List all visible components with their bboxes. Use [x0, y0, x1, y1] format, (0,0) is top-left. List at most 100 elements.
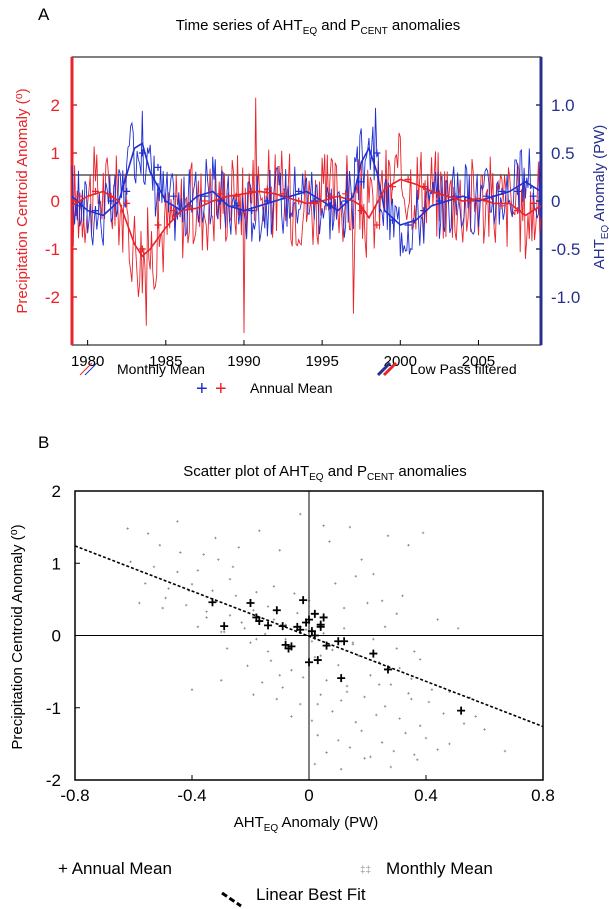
monthly-point	[190, 583, 194, 586]
monthly-point	[328, 540, 331, 543]
monthly-point	[331, 710, 334, 713]
annual-mean-markers	[76, 149, 537, 253]
y-tick-label: 2	[52, 482, 61, 501]
monthly-point	[316, 702, 319, 706]
panel-b-axes: -0.8 -0.4 0 0.4 0.8 -2 -1 0 1 2	[46, 482, 555, 805]
monthly-point	[284, 637, 287, 641]
legend-monthly-marker: ‡‡	[360, 865, 371, 876]
annual-point	[246, 598, 255, 607]
monthly-point	[401, 594, 404, 597]
monthly-point	[418, 658, 422, 661]
y-tick-label: -2	[46, 771, 61, 790]
aht-monthly-line	[71, 107, 542, 257]
precip-annual-marker	[467, 197, 475, 205]
monthly-point	[161, 606, 164, 610]
monthly-point	[462, 722, 466, 725]
monthly-point	[398, 666, 401, 670]
left-y-tick-label: 0	[51, 192, 60, 211]
panel-a-letter: A	[38, 5, 50, 24]
monthly-point	[345, 690, 349, 694]
panel-a-right-ylabel: AHTEQ Anomaly (PW)	[591, 125, 609, 269]
aht-monthly-series	[71, 107, 542, 257]
monthly-point	[231, 565, 235, 569]
monthly-point	[378, 683, 381, 686]
monthly-point	[220, 679, 223, 682]
monthly-point	[296, 611, 299, 615]
monthly-point	[228, 577, 232, 581]
annual-point	[220, 622, 229, 631]
monthly-point	[398, 717, 401, 720]
monthly-point	[228, 614, 232, 617]
monthly-point	[179, 551, 182, 554]
monthly-point	[313, 655, 317, 659]
monthly-point	[392, 749, 396, 753]
precip-annual-marker	[498, 202, 506, 210]
monthly-point	[325, 679, 328, 682]
annual-point	[457, 706, 466, 715]
panel-a-legend: Monthly Mean Low Pass filtered + + Annua…	[79, 361, 517, 400]
x-tick-label: 0	[304, 786, 313, 805]
precip-annual-marker	[263, 185, 271, 193]
monthly-point	[217, 558, 220, 561]
monthly-point	[354, 721, 357, 724]
monthly-point	[255, 637, 258, 641]
y-tick-label: 0	[52, 627, 61, 646]
annual-point	[310, 609, 319, 618]
monthly-point	[416, 758, 419, 761]
monthly-point	[345, 684, 349, 688]
monthly-point	[442, 712, 445, 715]
x-tick-label: 1995	[305, 353, 338, 370]
x-tick-label: 1990	[227, 353, 260, 370]
precip-annual-marker	[435, 190, 443, 198]
monthly-point	[272, 585, 276, 588]
legend-lowpass-blue-swatch	[376, 361, 392, 377]
monthly-point	[138, 601, 141, 605]
aht-annual-marker	[76, 202, 84, 210]
precip-annual-marker	[388, 183, 396, 191]
y-tick-label: -1	[46, 699, 61, 718]
legend-fit-swatch	[221, 891, 242, 908]
x-tick-label: 1980	[71, 353, 104, 370]
monthly-point	[202, 553, 205, 556]
monthly-point	[144, 582, 147, 585]
monthly-point	[348, 746, 352, 749]
monthly-point	[310, 640, 314, 643]
monthly-point	[272, 618, 276, 621]
annual-point	[305, 615, 313, 624]
monthly-point	[372, 572, 375, 576]
monthly-point	[246, 664, 249, 668]
annual-point	[278, 622, 287, 631]
aht-annual-marker	[498, 187, 506, 195]
legend-annual-mean: + Annual Mean	[58, 859, 172, 878]
monthly-point	[266, 605, 270, 608]
monthly-point	[503, 749, 507, 753]
monthly-point	[290, 668, 293, 672]
monthly-point	[176, 520, 179, 523]
right-y-tick-label: 1.0	[551, 96, 575, 115]
monthly-point	[404, 731, 407, 735]
precip-annual-marker	[279, 190, 287, 198]
monthly-point	[389, 765, 393, 769]
left-y-tick-label: 2	[51, 96, 60, 115]
monthly-point	[249, 641, 252, 644]
monthly-point	[407, 543, 410, 547]
monthly-point	[357, 654, 360, 657]
panel-a-axes: 1980 1985 1990 1995 2000 2005-2-1012-1.0-0.50…	[45, 96, 580, 370]
panel-b-letter: B	[38, 433, 49, 452]
precip-annual-marker	[154, 221, 162, 229]
precip-annual-marker	[310, 199, 318, 207]
monthly-point	[334, 582, 337, 585]
monthly-point	[360, 729, 363, 733]
monthly-point	[337, 739, 340, 742]
monthly-point	[331, 648, 334, 652]
monthly-point	[225, 647, 229, 650]
monthly-point	[436, 748, 439, 751]
monthly-point	[366, 601, 369, 605]
panel-b-title: Scatter plot of AHTEQ and PCENT anomalie…	[183, 463, 467, 483]
legend-monthly-mean: Monthly Mean	[386, 859, 493, 878]
right-y-tick-label: -0.5	[551, 240, 580, 259]
legend-lowpass-red-swatch	[382, 361, 398, 377]
monthly-point	[304, 628, 308, 631]
annual-point	[272, 606, 281, 615]
monthly-point	[421, 531, 425, 535]
